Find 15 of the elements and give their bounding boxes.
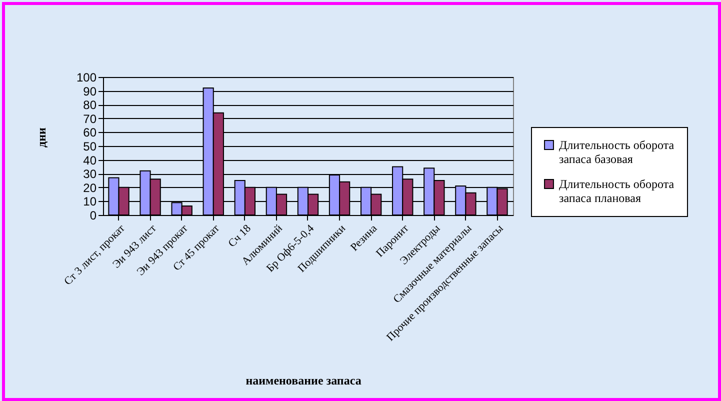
y-tick-label: 90 <box>83 84 97 98</box>
y-tick-label: 0 <box>90 208 97 222</box>
y-tick-label: 60 <box>83 126 97 140</box>
y-tick-label: 20 <box>83 180 97 195</box>
x-axis-title: наименование запаса <box>246 374 362 388</box>
y-axis-title: дни <box>34 127 48 148</box>
y-tick-label: 100 <box>76 70 97 84</box>
y-tick-label: 10 <box>83 194 97 209</box>
y-tick-label: 50 <box>83 140 97 154</box>
y-tick-label: 40 <box>83 153 97 168</box>
legend-label: Длительность оборота запаса базовая <box>559 138 675 166</box>
y-tick-label: 70 <box>83 112 97 126</box>
y-tick-label: 80 <box>83 98 97 112</box>
legend-label: Длительность оборота запаса плановая <box>559 177 675 205</box>
y-tick-label: 30 <box>83 167 97 182</box>
